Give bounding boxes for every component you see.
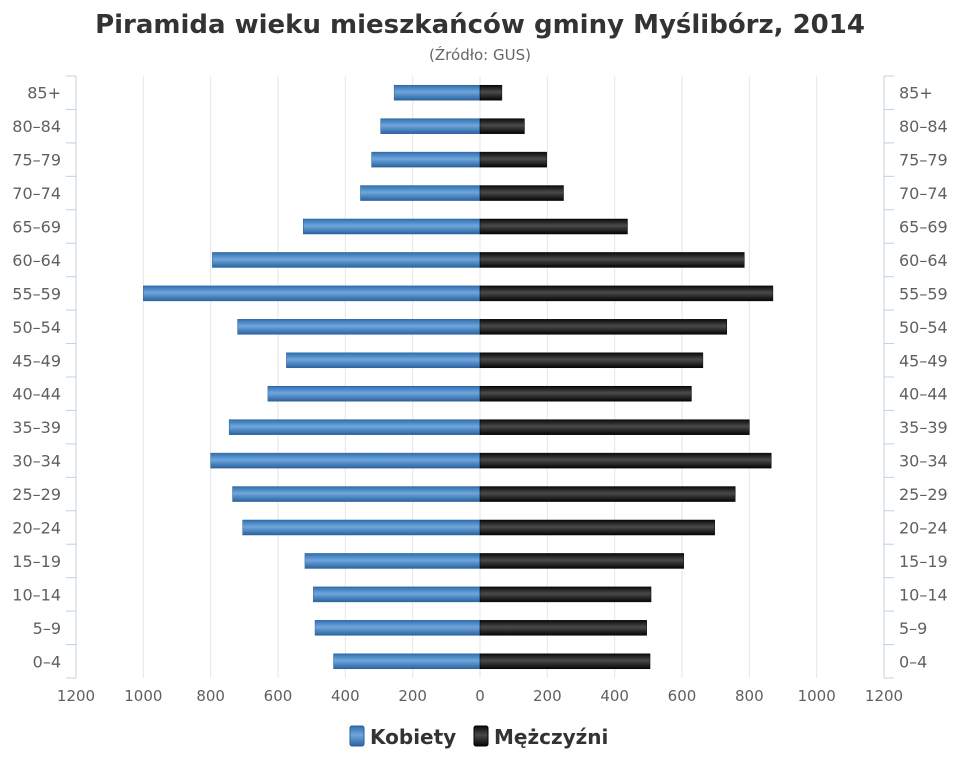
category-label-left: 15–19: [12, 552, 61, 571]
category-label-right: 15–19: [899, 552, 948, 571]
x-tick-label: 400: [600, 687, 629, 705]
category-label-left: 75–79: [12, 151, 61, 170]
bar-mezczyzni-55-59[interactable]: [479, 285, 774, 302]
legend: Kobiety Mężczyźni: [349, 725, 608, 749]
x-tick-label: 800: [735, 687, 764, 705]
x-tick-label: 0: [475, 687, 485, 705]
category-label-left: 5–9: [33, 619, 61, 638]
bar-kobiety-30-34[interactable]: [210, 452, 481, 469]
bar-kobiety-0-4[interactable]: [333, 653, 481, 670]
bar-kobiety-25-29[interactable]: [232, 486, 481, 502]
x-tick-labels: 1200 1000 800 600 400 200 0 200 400 600 800 1000 120…: [57, 687, 903, 705]
category-label-right: 10–14: [899, 585, 948, 604]
x-tick-label: 800: [196, 687, 225, 705]
category-label-left: 80–84: [12, 117, 61, 136]
bar-kobiety-35-39[interactable]: [228, 419, 481, 435]
category-label-right: 45–49: [899, 351, 948, 370]
bar-mezczyzni-10-14[interactable]: [479, 586, 652, 603]
x-tick-label: 1200: [57, 687, 95, 705]
category-label-right: 65–69: [899, 218, 948, 237]
bar-mezczyzni-50-54[interactable]: [479, 319, 728, 335]
bar-kobiety-5-9[interactable]: [314, 620, 481, 636]
bar-mezczyzni-0-4[interactable]: [479, 653, 651, 670]
category-label-left: 70–74: [12, 184, 61, 203]
bar-mezczyzni-20-24[interactable]: [479, 519, 715, 536]
category-label-right: 0–4: [899, 652, 927, 671]
legend-swatch-mezczyzni: [473, 725, 489, 747]
bar-mezczyzni-30-34[interactable]: [479, 452, 772, 469]
bar-kobiety-50-54[interactable]: [237, 319, 481, 335]
bar-mezczyzni-60-64[interactable]: [479, 252, 745, 268]
category-label-right: 75–79: [899, 151, 948, 170]
category-label-left: 40–44: [12, 385, 61, 404]
bars: [143, 84, 774, 670]
grid-lines: [142, 76, 818, 678]
bar-kobiety-60-64[interactable]: [212, 252, 481, 268]
bar-kobiety-45-49[interactable]: [286, 352, 481, 369]
x-tick-label: 600: [668, 687, 697, 705]
chart-subtitle: (Źródło: GUS): [429, 45, 531, 64]
bar-kobiety-65-69[interactable]: [303, 218, 481, 235]
bar-kobiety-40-44[interactable]: [267, 385, 481, 402]
category-label-right: 35–39: [899, 418, 948, 437]
category-label-right: 25–29: [899, 485, 948, 504]
bar-kobiety-85+[interactable]: [393, 84, 481, 101]
bar-kobiety-75-79[interactable]: [371, 151, 481, 168]
x-tick-label: 400: [331, 687, 360, 705]
category-label-right: 40–44: [899, 385, 948, 404]
category-label-right: 30–34: [899, 452, 948, 471]
category-label-right: 60–64: [899, 251, 948, 270]
bar-mezczyzni-35-39[interactable]: [479, 419, 750, 435]
bar-kobiety-20-24[interactable]: [242, 519, 481, 536]
category-label-left: 0–4: [33, 652, 61, 671]
legend-swatch-kobiety: [349, 725, 365, 747]
x-tick-label: 200: [533, 687, 562, 705]
bar-mezczyzni-75-79[interactable]: [479, 151, 547, 168]
x-tick-label: 1200: [865, 687, 903, 705]
category-label-left: 30–34: [12, 452, 61, 471]
category-label-right: 50–54: [899, 318, 948, 337]
bar-kobiety-10-14[interactable]: [313, 586, 481, 603]
chart-title: Piramida wieku mieszkańców gminy Myślibó…: [95, 10, 865, 40]
x-tick-label: 600: [264, 687, 293, 705]
category-label-left: 10–14: [12, 585, 61, 604]
legend-label-kobiety[interactable]: Kobiety: [370, 725, 456, 749]
category-label-right: 55–59: [899, 284, 948, 303]
axes: [66, 75, 894, 679]
bar-kobiety-15-19[interactable]: [304, 553, 481, 569]
category-label-left: 85+: [27, 84, 61, 103]
bar-kobiety-70-74[interactable]: [360, 185, 481, 201]
bar-kobiety-80-84[interactable]: [380, 118, 481, 134]
bar-mezczyzni-80-84[interactable]: [479, 118, 525, 134]
category-label-right: 70–74: [899, 184, 948, 203]
category-labels: 85+ 85+ 80–84 80–84 75–79 75–79 70–74 70–74 65–6…: [12, 84, 947, 672]
bar-kobiety-55-59[interactable]: [143, 285, 481, 302]
category-label-right: 20–24: [899, 519, 948, 538]
bar-mezczyzni-15-19[interactable]: [479, 553, 684, 569]
x-tick-label: 200: [398, 687, 427, 705]
x-tick-label: 1000: [798, 687, 836, 705]
bar-mezczyzni-65-69[interactable]: [479, 218, 628, 235]
bar-mezczyzni-85+[interactable]: [479, 84, 503, 101]
category-label-left: 35–39: [12, 418, 61, 437]
category-label-left: 25–29: [12, 485, 61, 504]
category-label-left: 45–49: [12, 351, 61, 370]
category-label-left: 65–69: [12, 218, 61, 237]
legend-label-mezczyzni[interactable]: Mężczyźni: [494, 725, 608, 749]
bar-mezczyzni-40-44[interactable]: [479, 385, 692, 402]
bar-mezczyzni-45-49[interactable]: [479, 352, 704, 369]
category-label-right: 5–9: [899, 619, 927, 638]
category-label-right: 80–84: [899, 117, 948, 136]
x-tick-label: 1000: [124, 687, 162, 705]
category-label-right: 85+: [899, 84, 933, 103]
category-label-left: 55–59: [12, 284, 61, 303]
category-label-left: 20–24: [12, 519, 61, 538]
bar-mezczyzni-70-74[interactable]: [479, 185, 564, 201]
category-label-left: 50–54: [12, 318, 61, 337]
bar-mezczyzni-5-9[interactable]: [479, 620, 647, 636]
category-label-left: 60–64: [12, 251, 61, 270]
bar-mezczyzni-25-29[interactable]: [479, 486, 736, 502]
